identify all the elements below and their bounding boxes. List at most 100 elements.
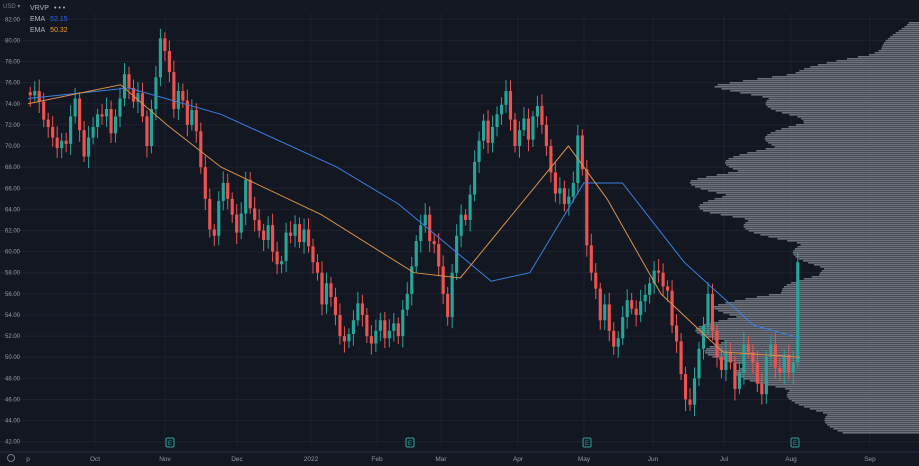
price-axis[interactable]: 82.00 80.00 78.00 76.00 74.00 72.00 70.00 68.00… <box>5 17 21 445</box>
candle-body <box>275 251 279 265</box>
volume-profile-bar <box>775 130 919 132</box>
candle-body <box>477 140 481 162</box>
volume-profile-bar <box>707 354 919 356</box>
candle-body <box>410 266 414 294</box>
volume-profile-bar <box>709 346 919 348</box>
volume-profile-bar <box>829 426 919 428</box>
candle-body <box>773 344 777 368</box>
volume-profile-bar <box>725 302 919 304</box>
candle-body <box>692 378 697 405</box>
candle-body <box>55 137 59 149</box>
candle-body <box>365 314 369 337</box>
volume-profile-bar <box>717 84 919 86</box>
candle-body <box>140 93 145 117</box>
legend-vrvp[interactable]: VRVP • • • <box>30 3 68 14</box>
candle-body <box>567 196 571 205</box>
volume-profile-bar <box>803 120 919 122</box>
price-tick-label: 44.00 <box>5 419 21 425</box>
earnings-marker[interactable] <box>582 437 592 448</box>
volume-profile-bar <box>803 122 919 124</box>
volume-profile-bar <box>720 342 919 344</box>
time-axis[interactable]: p Oct Nov Dec 2022 Feb Mar Apr May Jun Jul Aug Sep <box>0 451 919 463</box>
volume-profile-bar <box>785 388 919 390</box>
volume-profile-bar <box>706 348 919 350</box>
volume-profile-bar <box>698 326 919 328</box>
earnings-marker[interactable] <box>405 437 415 448</box>
candle-body <box>46 119 50 128</box>
volume-profile-bar <box>789 390 919 392</box>
volume-profile-bar <box>824 418 919 420</box>
candle-body <box>571 182 575 197</box>
candle-body <box>302 229 306 243</box>
currency-selector[interactable]: USD ▾ <box>3 4 21 10</box>
volume-profile-bar <box>712 306 919 308</box>
candle-body <box>737 373 741 389</box>
candle-body <box>450 272 454 318</box>
candle-body <box>778 367 782 374</box>
volume-profile-bar <box>765 136 919 138</box>
legend-ema-slow-value: 52.15 <box>50 16 68 23</box>
candle-body <box>728 351 733 363</box>
candle-body <box>122 74 127 99</box>
candle-body <box>464 214 468 220</box>
price-tick-label: 60.00 <box>5 250 21 256</box>
volume-profile-bar <box>768 294 919 296</box>
candle-body <box>212 229 216 236</box>
volume-profile-bar <box>774 146 919 148</box>
volume-profile-bar <box>700 334 919 336</box>
volume-profile-bar <box>757 78 919 80</box>
volume-profile-bar <box>819 274 919 276</box>
candle-body <box>746 344 750 352</box>
settings-gear-icon[interactable] <box>7 454 15 462</box>
volume-profile-bar <box>794 248 919 250</box>
volume-profile-bar <box>714 308 919 310</box>
candle-body <box>315 262 320 273</box>
candle-body <box>688 399 692 405</box>
volume-profile-bar <box>691 184 919 186</box>
volume-profile-bar <box>803 406 919 408</box>
legend-ema-slow[interactable]: EMA 52.15 <box>30 14 68 25</box>
volume-profile-bar <box>787 240 919 242</box>
earnings-marker[interactable] <box>165 437 175 448</box>
time-tick-label: Jul <box>720 456 729 463</box>
volume-profile-bar <box>813 264 919 266</box>
candle-body <box>60 140 64 149</box>
candle-body <box>674 325 679 342</box>
volume-profile-bar <box>803 260 919 262</box>
candle-body <box>666 286 670 291</box>
volume-profile-bar <box>745 298 919 300</box>
candle-body <box>172 72 176 110</box>
volume-profile-bar <box>771 76 919 78</box>
candle-body <box>437 244 441 267</box>
volume-profile-bar <box>884 42 919 44</box>
volume-profile-bar <box>836 60 919 62</box>
time-tick-label: May <box>578 456 591 463</box>
candle-body <box>598 288 602 321</box>
candle-body <box>553 172 557 194</box>
candle-body <box>513 119 517 147</box>
candle-body <box>100 114 104 117</box>
earnings-marker[interactable] <box>790 437 800 448</box>
candle-body <box>28 92 32 96</box>
volume-profile-bar <box>817 64 919 66</box>
volume-profile-bar <box>699 204 919 206</box>
volume-profile-bar <box>768 236 919 238</box>
candle-body <box>414 241 418 267</box>
candle-body <box>51 127 55 138</box>
legend-ema-fast[interactable]: EMA 50.32 <box>30 25 68 36</box>
candle-body <box>531 116 535 140</box>
volume-profile-bar <box>729 314 919 316</box>
indicator-legend: VRVP • • • EMA 52.15 EMA 50.32 <box>30 3 68 36</box>
volume-profile-bar <box>857 56 919 58</box>
candle-body <box>760 383 764 395</box>
volume-profile-bar <box>842 432 919 434</box>
volume-profile-bar <box>768 98 919 100</box>
volume-profile-bar <box>726 360 919 362</box>
earnings-marker-label: E <box>585 441 589 447</box>
volume-profile-bar <box>821 270 919 272</box>
volume-profile-bar <box>743 224 919 226</box>
candle-body <box>486 120 490 143</box>
candle-body <box>226 182 230 199</box>
volume-profile-bar <box>777 238 919 240</box>
